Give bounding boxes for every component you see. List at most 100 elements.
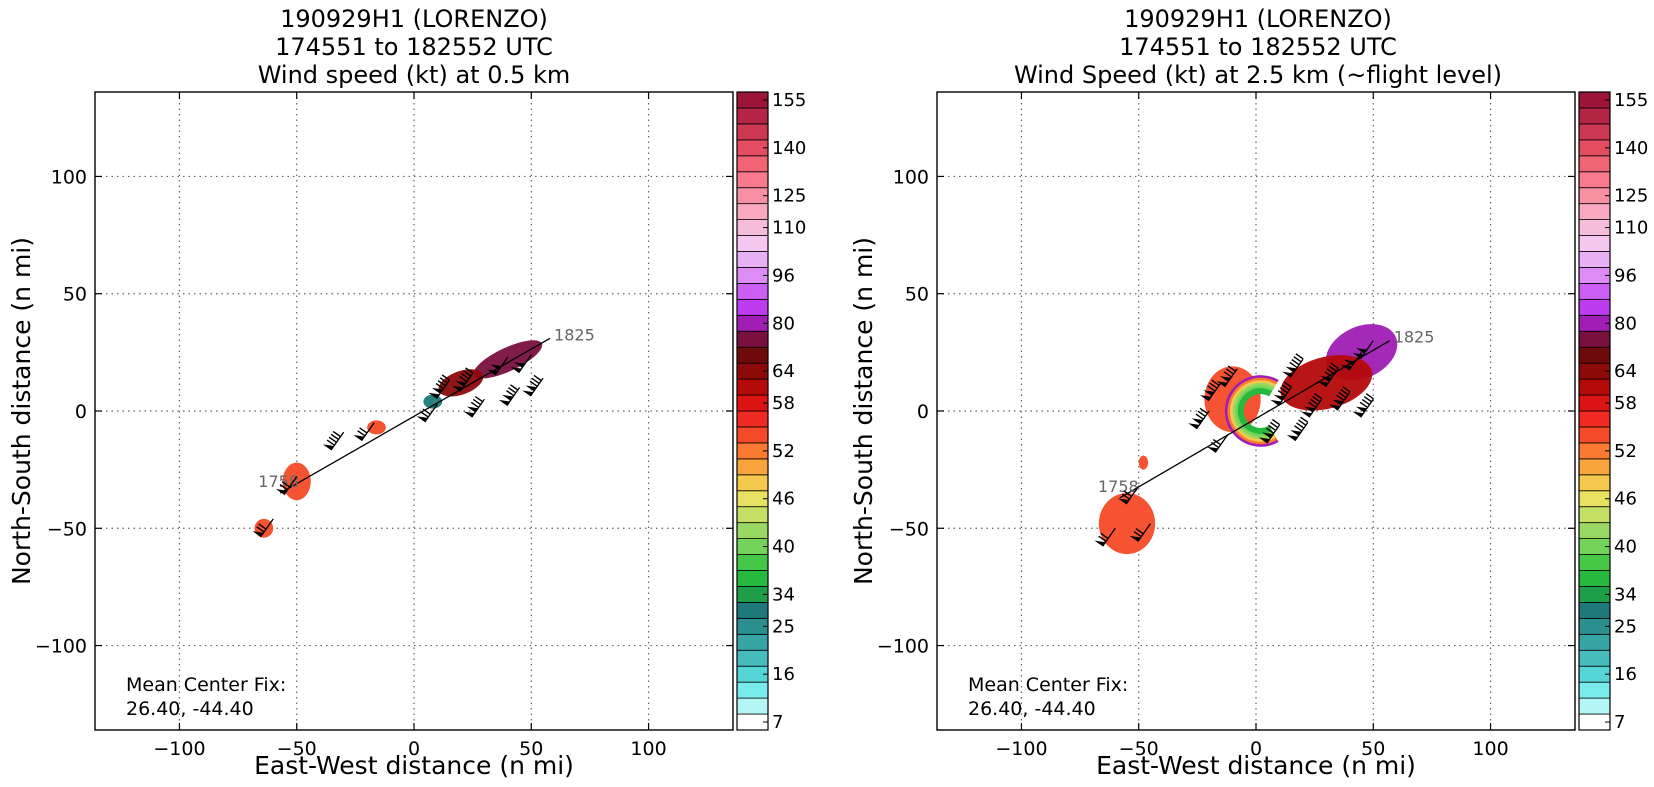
colorbar-swatch bbox=[1578, 107, 1611, 125]
colorbar-label: 140 bbox=[772, 138, 806, 159]
colorbar-label: 80 bbox=[772, 313, 795, 334]
colorbar-swatch bbox=[1578, 251, 1611, 268]
colorbar-label: 125 bbox=[1614, 186, 1648, 207]
colorbar-swatch bbox=[1578, 171, 1611, 189]
left-title-line-3: Wind speed (kt) at 0.5 km bbox=[258, 61, 571, 89]
wind-barb bbox=[1129, 523, 1151, 542]
wind-barb bbox=[1340, 351, 1363, 371]
colorbar-swatch bbox=[1578, 506, 1611, 524]
colorbar-swatch bbox=[736, 251, 769, 268]
y-tick-label: −100 bbox=[877, 636, 929, 658]
colorbar-swatch bbox=[736, 330, 769, 348]
right-title-line-2: 174551 to 182552 UTC bbox=[1119, 33, 1397, 61]
wind-barb bbox=[1216, 365, 1238, 388]
colorbar-swatch bbox=[736, 410, 769, 428]
colorbar-swatch bbox=[1578, 426, 1611, 444]
wind-barb bbox=[463, 395, 485, 418]
colorbar-swatch bbox=[1578, 458, 1611, 476]
colorbar-swatch bbox=[736, 298, 769, 316]
right-ticks: −100 −50 0 50 100 −100 −50 0 50 100 bbox=[877, 92, 1575, 760]
colorbar-label: 25 bbox=[1614, 616, 1637, 637]
right-annotation-line-2: 26.40, -44.40 bbox=[968, 698, 1096, 720]
x-tick-label: 100 bbox=[1472, 738, 1508, 760]
colorbar-label: 25 bbox=[772, 616, 795, 637]
colorbar-swatch bbox=[736, 570, 769, 587]
colorbar-swatch bbox=[736, 426, 769, 444]
colorbar-swatch bbox=[736, 235, 769, 252]
colorbar-swatch bbox=[736, 171, 769, 189]
colorbar-swatch bbox=[1578, 378, 1611, 396]
right-title-line-3: Wind Speed (kt) at 2.5 km (~flight level… bbox=[1014, 61, 1502, 89]
colorbar-swatch bbox=[1578, 330, 1611, 348]
colorbar-label: 110 bbox=[772, 218, 806, 239]
colorbar-label: 64 bbox=[1614, 361, 1637, 382]
right-plot-frame bbox=[936, 91, 1576, 731]
colorbar-swatch bbox=[736, 203, 769, 220]
colorbar-label: 64 bbox=[772, 361, 795, 382]
colorbar-swatch bbox=[736, 474, 769, 492]
wind-barb bbox=[1188, 407, 1210, 430]
colorbar-swatch bbox=[1578, 697, 1611, 715]
colorbar-swatch bbox=[736, 522, 769, 540]
colorbar-swatch bbox=[1578, 346, 1611, 364]
left-panel: 190929H1 (LORENZO) 174551 to 182552 UTC … bbox=[7, 5, 806, 780]
colorbar-label: 80 bbox=[1614, 313, 1637, 334]
colorbar-label: 125 bbox=[772, 186, 806, 207]
wind-patch bbox=[367, 420, 386, 435]
colorbar-swatch bbox=[736, 506, 769, 524]
wind-barb bbox=[1352, 393, 1374, 418]
left-colorbar: 7 16 25 34 40 46 52 58 64 80 96 110 125 140 155 bbox=[736, 90, 806, 733]
wind-barb bbox=[1270, 381, 1292, 406]
y-tick-label: −100 bbox=[35, 636, 87, 658]
colorbar-swatch bbox=[736, 602, 769, 619]
wind-barb bbox=[1317, 362, 1339, 388]
right-wind-barbs bbox=[1094, 340, 1374, 547]
colorbar-swatch bbox=[736, 123, 769, 141]
x-tick-label: −100 bbox=[153, 738, 205, 760]
colorbar-label: 34 bbox=[1614, 584, 1637, 605]
wind-barb bbox=[1286, 416, 1309, 442]
wind-barb bbox=[353, 422, 375, 442]
colorbar-swatch bbox=[1578, 155, 1611, 173]
colorbar-label: 58 bbox=[772, 393, 795, 414]
left-ylabel: North-South distance (n mi) bbox=[7, 237, 36, 585]
colorbar-swatch bbox=[736, 633, 769, 651]
right-colorbar: 7 16 25 34 40 46 52 58 64 80 96 110 125 140 155 bbox=[1578, 90, 1648, 733]
x-tick-label: −50 bbox=[277, 738, 317, 760]
colorbar-swatch bbox=[736, 378, 769, 396]
colorbar-label: 46 bbox=[1614, 489, 1637, 510]
y-tick-label: 50 bbox=[905, 284, 929, 306]
y-tick-label: −50 bbox=[889, 518, 929, 540]
wind-patch bbox=[473, 340, 543, 379]
colorbar-label: 40 bbox=[772, 537, 795, 558]
left-xlabel: East-West distance (n mi) bbox=[254, 751, 574, 780]
left-annotation-line-1: Mean Center Fix: bbox=[126, 674, 286, 696]
wind-barb bbox=[1300, 393, 1323, 418]
wind-barb bbox=[428, 374, 450, 399]
right-ylabel: North-South distance (n mi) bbox=[849, 237, 878, 585]
x-tick-label: −100 bbox=[995, 738, 1047, 760]
colorbar-label: 16 bbox=[1614, 664, 1637, 685]
left-title-line-2: 174551 to 182552 UTC bbox=[275, 33, 553, 61]
colorbar-swatch bbox=[1578, 123, 1611, 141]
y-tick-label: 50 bbox=[63, 284, 87, 306]
colorbar-swatch bbox=[1578, 649, 1611, 667]
left-grid bbox=[95, 92, 733, 730]
colorbar-swatch bbox=[736, 458, 769, 476]
colorbar-label: 96 bbox=[772, 265, 795, 286]
colorbar-label: 7 bbox=[772, 712, 783, 733]
wind-patch bbox=[1138, 455, 1149, 470]
colorbar-swatch bbox=[1578, 410, 1611, 428]
colorbar-swatch bbox=[736, 681, 769, 699]
left-ticks: −100 −50 0 50 100 −100 −50 0 50 100 bbox=[35, 92, 733, 760]
wind-barb bbox=[510, 354, 532, 374]
colorbar-swatch bbox=[1578, 235, 1611, 252]
colorbar-swatch bbox=[736, 107, 769, 125]
colorbar-label: 140 bbox=[1614, 138, 1648, 159]
y-tick-label: 100 bbox=[51, 166, 87, 188]
colorbar-label: 52 bbox=[1614, 441, 1637, 462]
y-tick-label: 100 bbox=[893, 166, 929, 188]
left-plot-frame bbox=[94, 91, 734, 731]
x-tick-label: 50 bbox=[519, 738, 543, 760]
wind-barb bbox=[322, 430, 345, 451]
